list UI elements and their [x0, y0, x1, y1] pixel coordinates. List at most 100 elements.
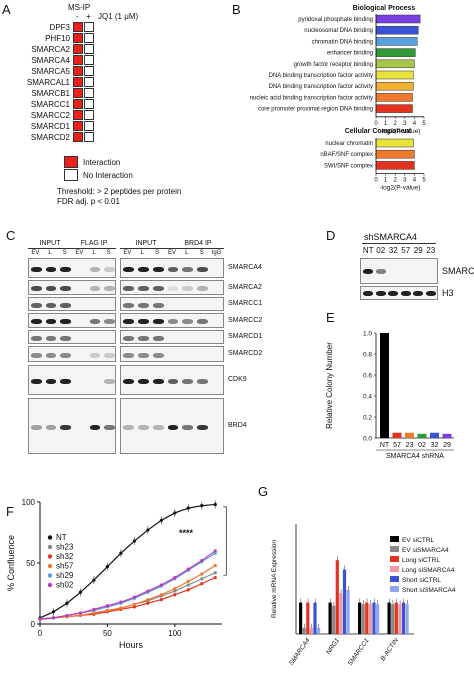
f-point	[146, 598, 150, 602]
g-bar	[335, 560, 339, 634]
e-y-label: Relative Colony Number	[325, 342, 334, 429]
panel-g: G Relative mRNA Expression SMARCA4 NRG1 SMA…	[236, 462, 474, 676]
e-category-label: 02	[418, 442, 426, 449]
band	[167, 266, 179, 272]
g-bar	[309, 627, 313, 634]
ms-ip-header: MS-IP	[68, 3, 91, 12]
cell-plus	[84, 99, 94, 109]
band	[89, 319, 101, 324]
band	[60, 335, 71, 341]
blot-strip-left	[28, 398, 116, 454]
band	[137, 335, 149, 341]
band	[413, 291, 423, 296]
g-legend-swatch	[390, 576, 399, 582]
lane-label: EV	[123, 250, 132, 256]
fdr-note: FDR adj. p < 0.01	[57, 197, 120, 206]
f-point	[186, 506, 190, 510]
cell-minus	[73, 121, 83, 131]
bp-bar	[375, 70, 414, 80]
f-legend-marker	[47, 582, 53, 588]
cell-minus	[73, 88, 83, 98]
band	[182, 286, 194, 291]
lane-label: NT	[362, 246, 374, 255]
mrna-chart: Relative mRNA Expression SMARCA4 NRG1 SMARC…	[271, 524, 456, 667]
e-tick-label: 0.2	[363, 415, 372, 422]
e-x-label: SMARCA4 shRNA	[386, 453, 444, 458]
g-category-label: SMARCC1	[347, 637, 371, 667]
band	[89, 266, 101, 272]
lane-label: L	[140, 250, 144, 256]
band	[197, 266, 209, 272]
band	[45, 302, 57, 308]
panel-b: B Biological Process pyridoxal phosphate …	[228, 0, 474, 215]
f-point	[146, 589, 150, 593]
cc-term-label: SWI/SNF complex	[324, 163, 373, 169]
protein-row: SMARCA2	[0, 44, 100, 55]
f-point	[78, 590, 83, 594]
band	[45, 319, 57, 324]
cell-plus	[84, 33, 94, 43]
f-point	[132, 595, 136, 599]
lane-label: IgG	[211, 250, 222, 256]
g-legend-label: Long siCTRL	[402, 557, 440, 564]
band	[60, 378, 71, 384]
band	[31, 286, 42, 291]
cc-bar	[375, 138, 414, 148]
bp-tick-label: 4	[413, 121, 417, 127]
band	[152, 352, 164, 358]
band	[89, 352, 101, 358]
band	[167, 378, 179, 384]
bp-bar	[375, 25, 419, 35]
cell-plus	[84, 110, 94, 120]
legend-interaction-label: Interaction	[83, 158, 121, 167]
blot-strip-right	[120, 398, 224, 454]
e-tick-label: 0.8	[363, 352, 372, 359]
g-legend-swatch	[390, 546, 399, 552]
band	[167, 424, 179, 430]
g-legend-label: Long siSMARCA4	[402, 567, 455, 574]
band	[123, 302, 134, 308]
g-bar	[313, 602, 317, 634]
band	[152, 286, 164, 291]
blot-strip-right	[120, 297, 224, 311]
panel-f-label: F	[6, 504, 14, 519]
band	[45, 424, 57, 430]
f-legend-label: sh32	[56, 552, 74, 561]
panel-a: A MS-IP - + JQ1 (1 μM) DPF3 PHF10 SMARCA2 S…	[0, 0, 181, 220]
band	[197, 424, 209, 430]
lane-label: EV	[167, 250, 176, 256]
f-legend-label: sh29	[56, 571, 74, 580]
band	[137, 286, 149, 291]
g-bar	[376, 604, 380, 634]
g-bar	[368, 604, 372, 634]
band	[137, 319, 149, 324]
cc-tick-label: 0	[374, 178, 378, 184]
panel-a-label: A	[2, 2, 11, 17]
cc-tick-label: 5	[422, 178, 426, 184]
g-category-label: NRG1	[325, 637, 341, 656]
panel-d-label: D	[326, 228, 336, 243]
cc-bar	[375, 149, 415, 159]
band	[45, 286, 57, 291]
g-bar	[346, 590, 350, 634]
lane-label: L	[185, 250, 189, 256]
blot-row-label: SMARCD2	[228, 350, 263, 357]
band	[182, 424, 194, 430]
panel-g-label: G	[258, 484, 269, 499]
band	[45, 378, 57, 384]
interaction-grid: DPF3 PHF10 SMARCA2 SMARCA4 SMARCA5 SMARCAL1 SM…	[0, 22, 100, 147]
protein-name: SMARCAL1	[26, 78, 70, 87]
blot-group-header: FLAG IP	[72, 240, 116, 249]
colony-chart: 0.0 0.2 0.4 0.6 0.8 1.0 NT 57 23 02 32 29 SMARCA4 sh…	[325, 331, 454, 458]
f-series-line	[39, 503, 216, 619]
band	[123, 378, 134, 384]
g-legend-label: EV siCTRL	[402, 537, 435, 544]
bp-tick-label: 3	[403, 121, 407, 127]
blot-strip-right	[120, 346, 224, 362]
bp-bar	[375, 48, 416, 57]
bp-term-label: pyridoxal phosphate binding	[298, 17, 373, 23]
blot-strip-right	[120, 365, 224, 395]
cell-minus	[73, 55, 83, 65]
band	[123, 286, 134, 291]
